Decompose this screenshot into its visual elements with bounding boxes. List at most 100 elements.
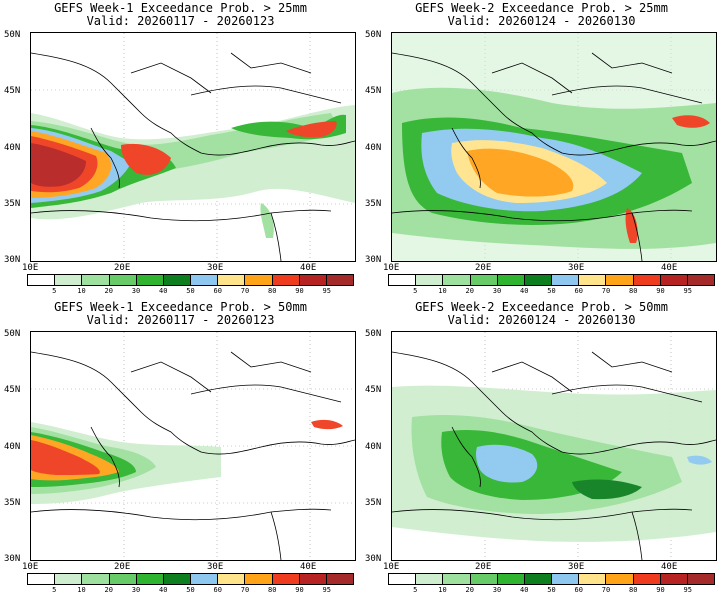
colorbar-labels: 5 10 20 30 40 50 60 70 80 90 95 (27, 586, 354, 596)
colorbar-tick-label: 50 (186, 586, 195, 594)
colorbar-swatch (552, 574, 580, 584)
lat-label: 50N (365, 30, 382, 40)
lon-label: 10E (22, 562, 39, 572)
precip-field (31, 419, 343, 504)
lat-label: 40N (4, 143, 21, 153)
lat-label: 45N (365, 86, 382, 96)
colorbar-swatch (660, 275, 688, 285)
colorbar-tick-label: 50 (186, 287, 195, 295)
colorbar-swatch (163, 275, 192, 285)
lat-label: 40N (4, 442, 21, 452)
colorbar-swatch (443, 275, 471, 285)
colorbar-tick-label: 10 (438, 586, 447, 594)
map-plot (30, 331, 356, 561)
colorbar-tick-label: 10 (77, 287, 86, 295)
lat-label: 30N (4, 255, 21, 265)
colorbar-swatch (389, 275, 417, 285)
colorbar-tick-label: 70 (601, 287, 611, 295)
colorbar-tick-label: 80 (268, 586, 277, 594)
colorbar-swatch (687, 275, 715, 285)
panel-title: GEFS Week-2 Exceedance Prob. > 50mm (415, 300, 668, 314)
lat-label: 35N (4, 199, 21, 209)
precip-field (392, 33, 716, 261)
lat-label: 45N (4, 86, 21, 96)
coastlines (31, 351, 355, 560)
colorbar-swatch (497, 574, 525, 584)
lat-label: 30N (4, 554, 21, 564)
colorbar-swatch (82, 574, 110, 584)
colorbar (27, 274, 354, 286)
panel-title: GEFS Week-1 Exceedance Prob. > 25mm (54, 1, 307, 15)
colorbar-swatch (163, 574, 192, 584)
colorbar-swatch (109, 275, 137, 285)
colorbar-tick-label: 20 (104, 586, 113, 594)
colorbar-tick-label: 5 (52, 586, 57, 594)
panel-week1-50mm: GEFS Week-1 Exceedance Prob. > 50mm Vali… (0, 299, 361, 598)
lat-label: 30N (365, 255, 382, 265)
colorbar-tick-label: 90 (295, 287, 304, 295)
colorbar-tick-label: 90 (656, 586, 665, 594)
panel-title: GEFS Week-1 Exceedance Prob. > 50mm (54, 300, 307, 314)
colorbar-tick-label: 5 (52, 287, 57, 295)
lon-label: 30E (568, 263, 585, 273)
lon-label: 20E (475, 263, 492, 273)
lat-label: 40N (365, 442, 382, 452)
colorbar (27, 573, 354, 585)
coastlines (392, 52, 716, 261)
colorbar-tick-label: 95 (322, 287, 331, 295)
colorbar-tick-label: 40 (159, 287, 168, 295)
colorbar-tick-label: 30 (131, 586, 141, 594)
colorbar-tick-label: 40 (520, 586, 529, 594)
colorbar-tick-label: 10 (77, 586, 86, 594)
colorbar-tick-label: 80 (629, 287, 638, 295)
lon-label: 30E (207, 562, 224, 572)
colorbar-tick-label: 70 (601, 586, 611, 594)
lon-label: 30E (207, 263, 224, 273)
map-plot (30, 32, 356, 262)
lon-label: 10E (383, 562, 400, 572)
map-canvas (31, 332, 355, 560)
colorbar-tick-label: 80 (629, 586, 638, 594)
colorbar-tick-label: 30 (492, 287, 502, 295)
colorbar-labels: 5 10 20 30 40 50 60 70 80 90 95 (27, 287, 354, 297)
colorbar-swatch (245, 574, 273, 584)
colorbar-swatch (109, 574, 137, 584)
colorbar-tick-label: 95 (322, 586, 331, 594)
lat-label: 45N (4, 385, 21, 395)
lat-label: 35N (365, 199, 382, 209)
colorbar-tick-label: 40 (520, 287, 529, 295)
colorbar-swatch (470, 574, 498, 584)
colorbar-swatch (326, 275, 354, 285)
colorbar-swatch (606, 574, 634, 584)
coastlines (31, 52, 355, 261)
colorbar-swatch (497, 275, 525, 285)
colorbar-tick-label: 60 (213, 287, 222, 295)
colorbar-swatch (136, 275, 164, 285)
lon-label: 40E (300, 562, 317, 572)
colorbar-swatch (416, 275, 444, 285)
panel-title: GEFS Week-2 Exceedance Prob. > 25mm (415, 1, 668, 15)
colorbar (388, 573, 715, 585)
lon-label: 40E (661, 562, 678, 572)
colorbar-tick-label: 10 (438, 287, 447, 295)
lat-label: 45N (365, 385, 382, 395)
lat-label: 50N (4, 329, 21, 339)
colorbar-tick-label: 20 (104, 287, 113, 295)
colorbar-swatch (524, 275, 553, 285)
lat-label: 30N (365, 554, 382, 564)
map-canvas (392, 332, 716, 560)
colorbar-swatch (579, 275, 607, 285)
lon-label: 30E (568, 562, 585, 572)
lon-label: 20E (114, 263, 131, 273)
colorbar-swatch (55, 574, 83, 584)
panel-valid-dates: Valid: 20260124 - 20260130 (447, 14, 636, 28)
lat-label: 40N (365, 143, 382, 153)
colorbar-swatch (218, 275, 246, 285)
colorbar-tick-label: 60 (574, 287, 583, 295)
colorbar-tick-label: 5 (413, 586, 418, 594)
colorbar-tick-label: 70 (240, 287, 250, 295)
panel-valid-dates: Valid: 20260117 - 20260123 (86, 313, 275, 327)
colorbar-tick-label: 20 (465, 287, 474, 295)
colorbar-swatch (136, 574, 164, 584)
lat-label: 50N (365, 329, 382, 339)
